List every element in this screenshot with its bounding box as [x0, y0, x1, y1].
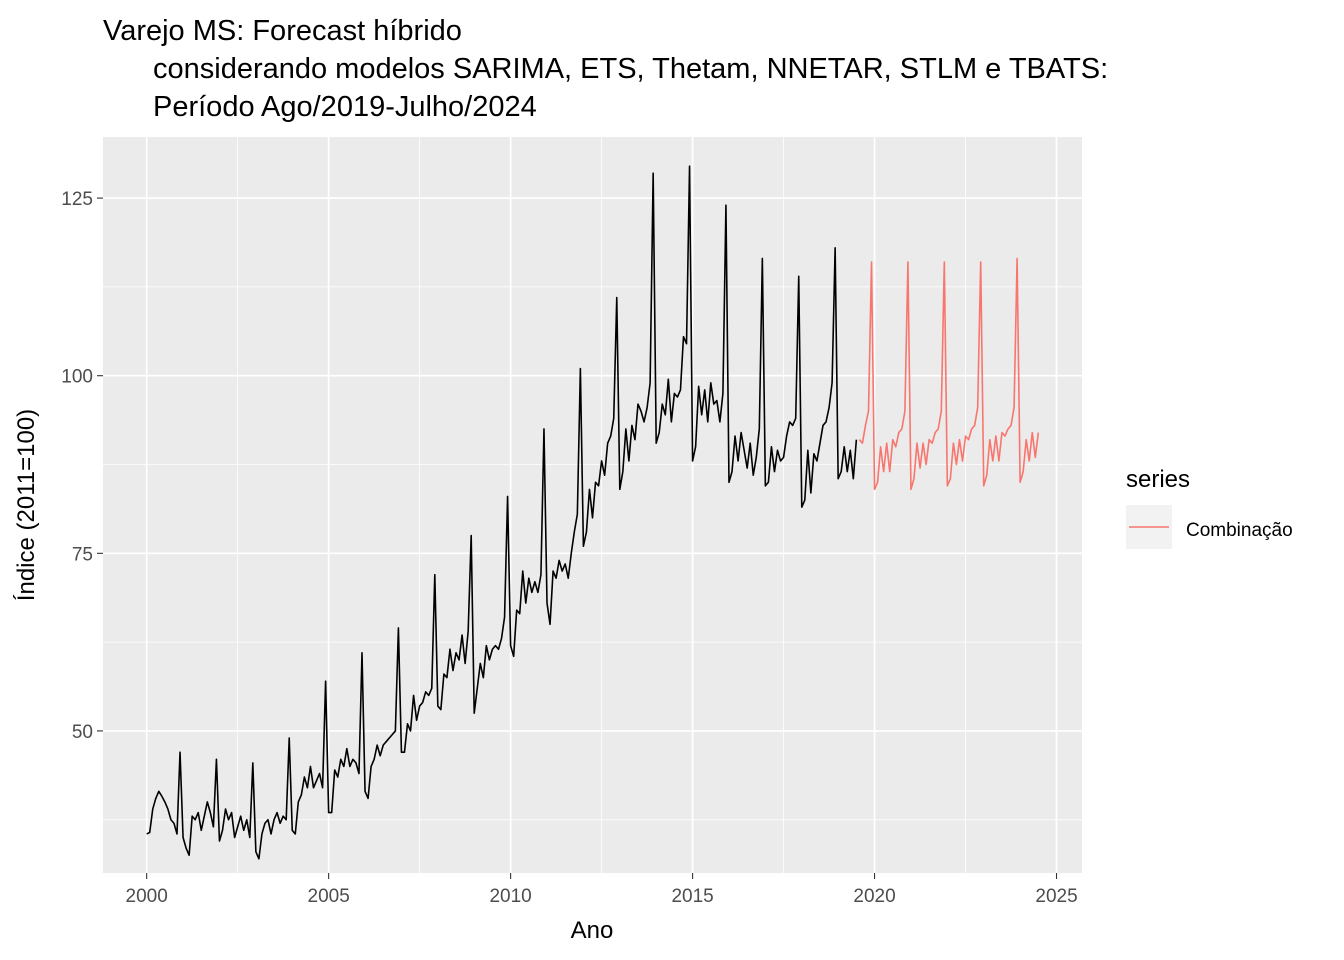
- minor-gridlines: [103, 137, 1082, 873]
- history-series-line: [146, 165, 858, 860]
- chart-subtitle-line-1: considerando modelos SARIMA, ETS, Thetam…: [153, 53, 1108, 85]
- major-gridlines: [103, 137, 1082, 873]
- y-tick-label: 50: [72, 722, 93, 743]
- y-tick-label: 75: [72, 544, 93, 565]
- forecast-series-line: [858, 257, 1040, 491]
- legend-label-combinacao: Combinação: [1186, 520, 1293, 541]
- x-tick-label: 2015: [671, 886, 713, 907]
- x-axis-title: Ano: [571, 917, 614, 944]
- y-tick-label: 100: [61, 367, 93, 388]
- x-tick-label: 2000: [126, 886, 168, 907]
- chart-subtitle-line-2: Período Ago/2019-Julho/2024: [153, 91, 537, 123]
- x-tick-label: 2025: [1035, 886, 1077, 907]
- plot-panel: [103, 137, 1082, 873]
- y-axis: 50 75 100 125: [61, 189, 103, 743]
- y-axis-title: Índice (2011=100): [13, 409, 40, 601]
- legend: series Combinação: [1126, 466, 1293, 549]
- legend-title: series: [1126, 466, 1190, 493]
- series-layer: [146, 165, 1040, 860]
- x-tick-label: 2020: [853, 886, 895, 907]
- x-tick-label: 2010: [489, 886, 531, 907]
- x-tick-label: 2005: [308, 886, 350, 907]
- y-tick-label: 125: [61, 189, 93, 210]
- chart-title: Varejo MS: Forecast híbrido: [103, 15, 462, 47]
- x-axis: 2000 2005 2010 2015 2020 2025: [126, 873, 1078, 907]
